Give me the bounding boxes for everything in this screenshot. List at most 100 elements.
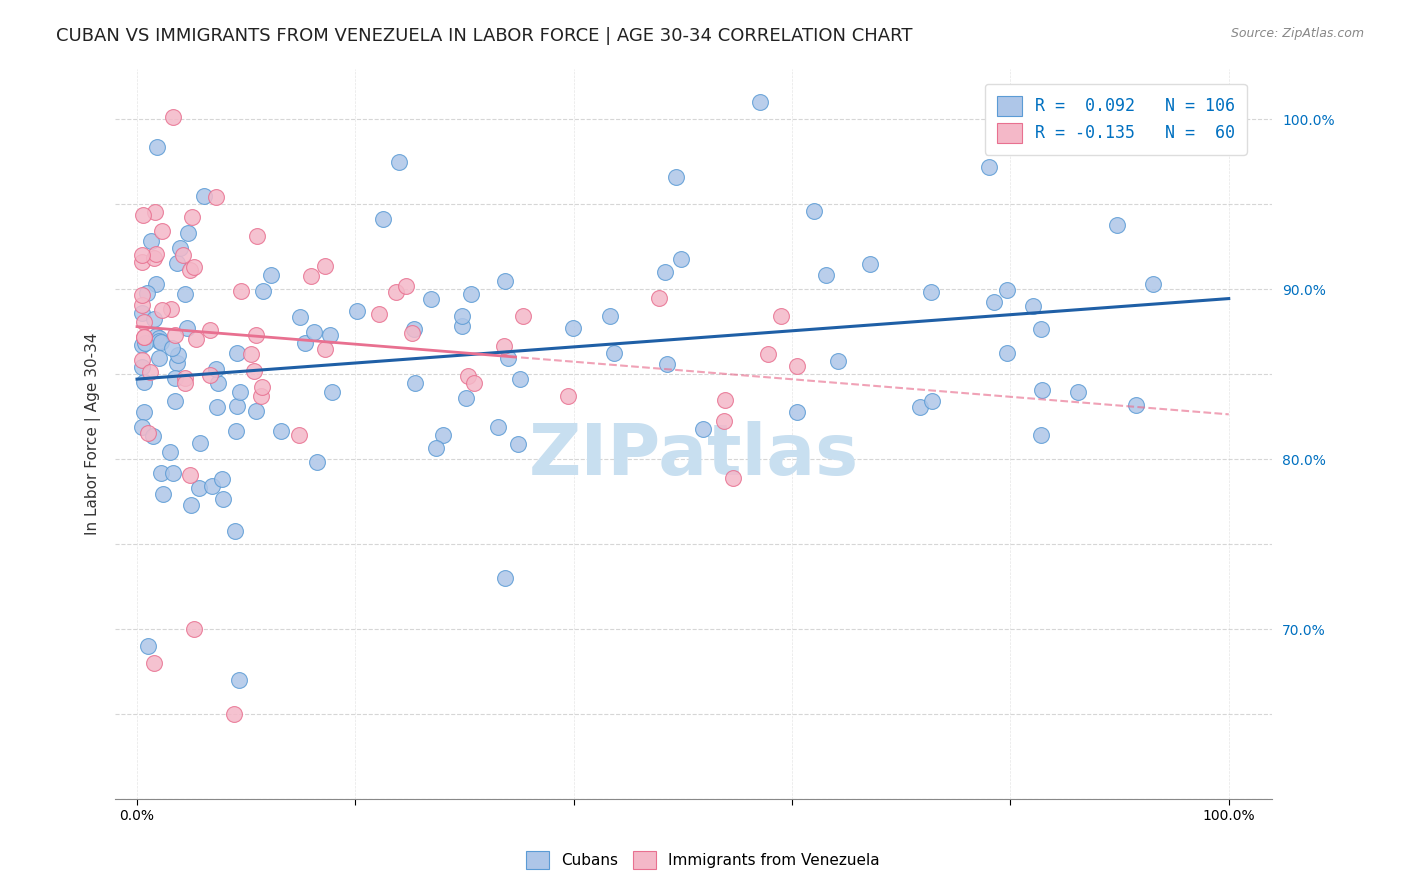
Point: [252, 284, 274, 298]
Point: [314, 343, 336, 357]
Point: [512, 309, 534, 323]
Point: [226, 346, 249, 360]
Point: [425, 442, 447, 456]
Y-axis label: In Labor Force | Age 30-34: In Labor Force | Age 30-34: [86, 333, 101, 535]
Point: [180, 498, 202, 512]
Point: [496, 351, 519, 365]
Point: [250, 389, 273, 403]
Point: [131, 298, 153, 312]
Point: [245, 327, 267, 342]
Point: [166, 256, 188, 270]
Point: [150, 302, 173, 317]
Point: [162, 111, 184, 125]
Point: [142, 311, 165, 326]
Point: [270, 424, 292, 438]
Point: [385, 285, 408, 299]
Point: [131, 306, 153, 320]
Point: [183, 260, 205, 275]
Point: [603, 346, 626, 360]
Point: [142, 428, 165, 442]
Point: [288, 310, 311, 325]
Point: [654, 265, 676, 279]
Point: [1125, 398, 1147, 412]
Point: [188, 436, 211, 450]
Point: [371, 211, 394, 226]
Point: [131, 288, 153, 302]
Point: [160, 341, 183, 355]
Point: [245, 403, 267, 417]
Legend: Cubans, Immigrants from Venezuela: Cubans, Immigrants from Venezuela: [520, 845, 886, 875]
Point: [159, 302, 181, 317]
Point: [294, 336, 316, 351]
Point: [200, 323, 222, 337]
Point: [858, 257, 880, 271]
Text: ZIPatlas: ZIPatlas: [529, 421, 859, 491]
Point: [211, 472, 233, 486]
Point: [368, 307, 391, 321]
Point: [786, 359, 808, 373]
Point: [494, 571, 516, 585]
Point: [159, 444, 181, 458]
Point: [136, 286, 159, 301]
Point: [183, 622, 205, 636]
Point: [174, 287, 197, 301]
Point: [176, 320, 198, 334]
Point: [395, 279, 418, 293]
Point: [205, 400, 228, 414]
Point: [150, 334, 173, 349]
Point: [177, 226, 200, 240]
Text: CUBAN VS IMMIGRANTS FROM VENEZUELA IN LABOR FORCE | AGE 30-34 CORRELATION CHART: CUBAN VS IMMIGRANTS FROM VENEZUELA IN LA…: [56, 27, 912, 45]
Point: [910, 401, 932, 415]
Point: [193, 189, 215, 203]
Point: [508, 372, 530, 386]
Point: [977, 161, 1000, 175]
Point: [307, 454, 329, 468]
Point: [756, 347, 779, 361]
Point: [145, 247, 167, 261]
Point: [207, 376, 229, 390]
Point: [815, 268, 838, 283]
Point: [1031, 383, 1053, 397]
Point: [225, 399, 247, 413]
Point: [1031, 322, 1053, 336]
Point: [494, 339, 516, 353]
Point: [131, 338, 153, 352]
Point: [142, 656, 165, 670]
Point: [721, 471, 744, 485]
Point: [803, 203, 825, 218]
Point: [136, 639, 159, 653]
Point: [148, 331, 170, 345]
Point: [321, 385, 343, 400]
Point: [1105, 218, 1128, 232]
Point: [205, 190, 228, 204]
Point: [179, 467, 201, 482]
Point: [134, 330, 156, 344]
Point: [457, 369, 479, 384]
Point: [145, 277, 167, 291]
Point: [132, 315, 155, 329]
Point: [166, 356, 188, 370]
Point: [146, 140, 169, 154]
Point: [173, 370, 195, 384]
Point: [494, 275, 516, 289]
Point: [404, 376, 426, 390]
Point: [599, 310, 621, 324]
Point: [419, 292, 441, 306]
Point: [229, 384, 252, 399]
Point: [250, 379, 273, 393]
Point: [231, 285, 253, 299]
Point: [288, 428, 311, 442]
Point: [163, 327, 186, 342]
Point: [749, 95, 772, 110]
Point: [669, 252, 692, 266]
Point: [228, 673, 250, 687]
Point: [486, 420, 509, 434]
Point: [212, 491, 235, 506]
Point: [713, 413, 735, 427]
Point: [136, 426, 159, 441]
Point: [388, 154, 411, 169]
Point: [148, 334, 170, 349]
Point: [172, 248, 194, 262]
Point: [665, 169, 688, 184]
Point: [769, 310, 792, 324]
